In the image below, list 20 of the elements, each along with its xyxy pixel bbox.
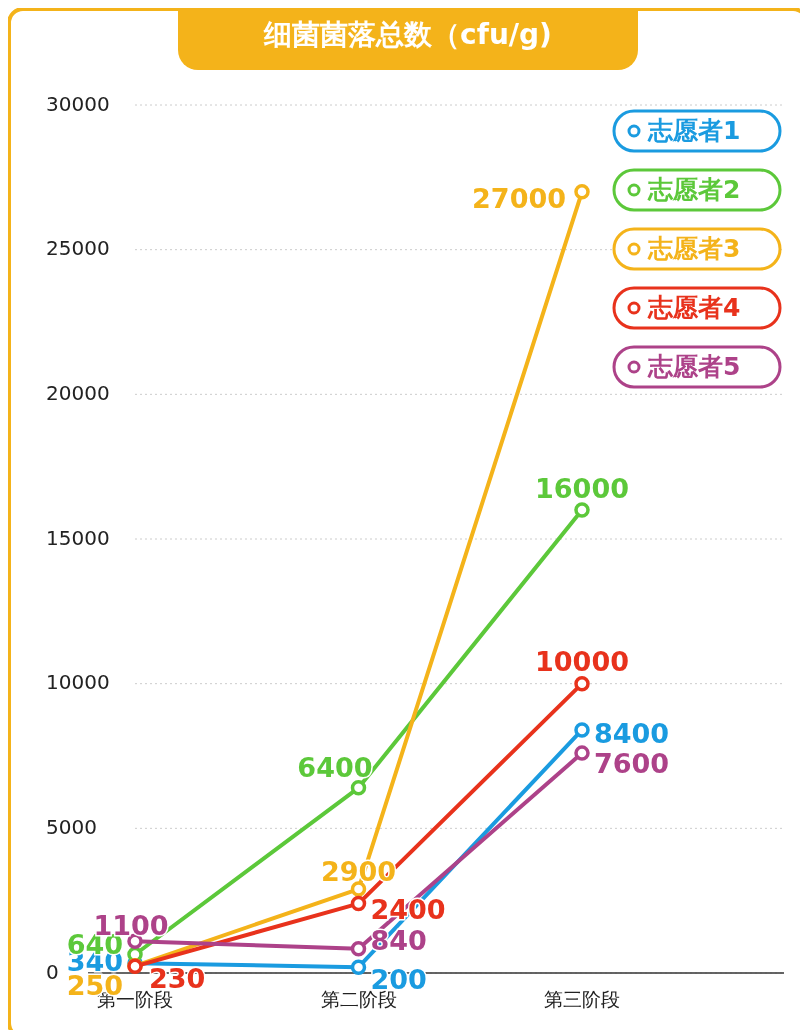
legend-label: 志愿者2: [647, 175, 741, 204]
legend-label: 志愿者3: [647, 234, 741, 263]
y-tick-label: 0: [46, 959, 59, 984]
data-label: 16000: [535, 472, 629, 504]
y-tick-label: 10000: [46, 670, 110, 695]
legend-label: 志愿者5: [647, 352, 741, 381]
data-label: 7600: [594, 747, 670, 779]
legend-label: 志愿者1: [647, 116, 741, 145]
y-tick-label: 5000: [46, 814, 97, 839]
chart-title: 细菌菌落总数（cfu/g): [263, 18, 552, 51]
y-tick-label: 30000: [46, 91, 110, 116]
x-tick-label: 第三阶段: [544, 987, 620, 1010]
data-label: 8400: [594, 718, 670, 750]
y-tick-label: 20000: [46, 380, 110, 405]
y-tick-label: 15000: [46, 525, 110, 550]
data-label: 10000: [535, 646, 629, 678]
legend-label: 志愿者4: [647, 293, 741, 322]
data-label: 27000: [472, 183, 566, 215]
data-label: 6400: [297, 752, 373, 784]
y-tick-label: 25000: [46, 236, 110, 261]
